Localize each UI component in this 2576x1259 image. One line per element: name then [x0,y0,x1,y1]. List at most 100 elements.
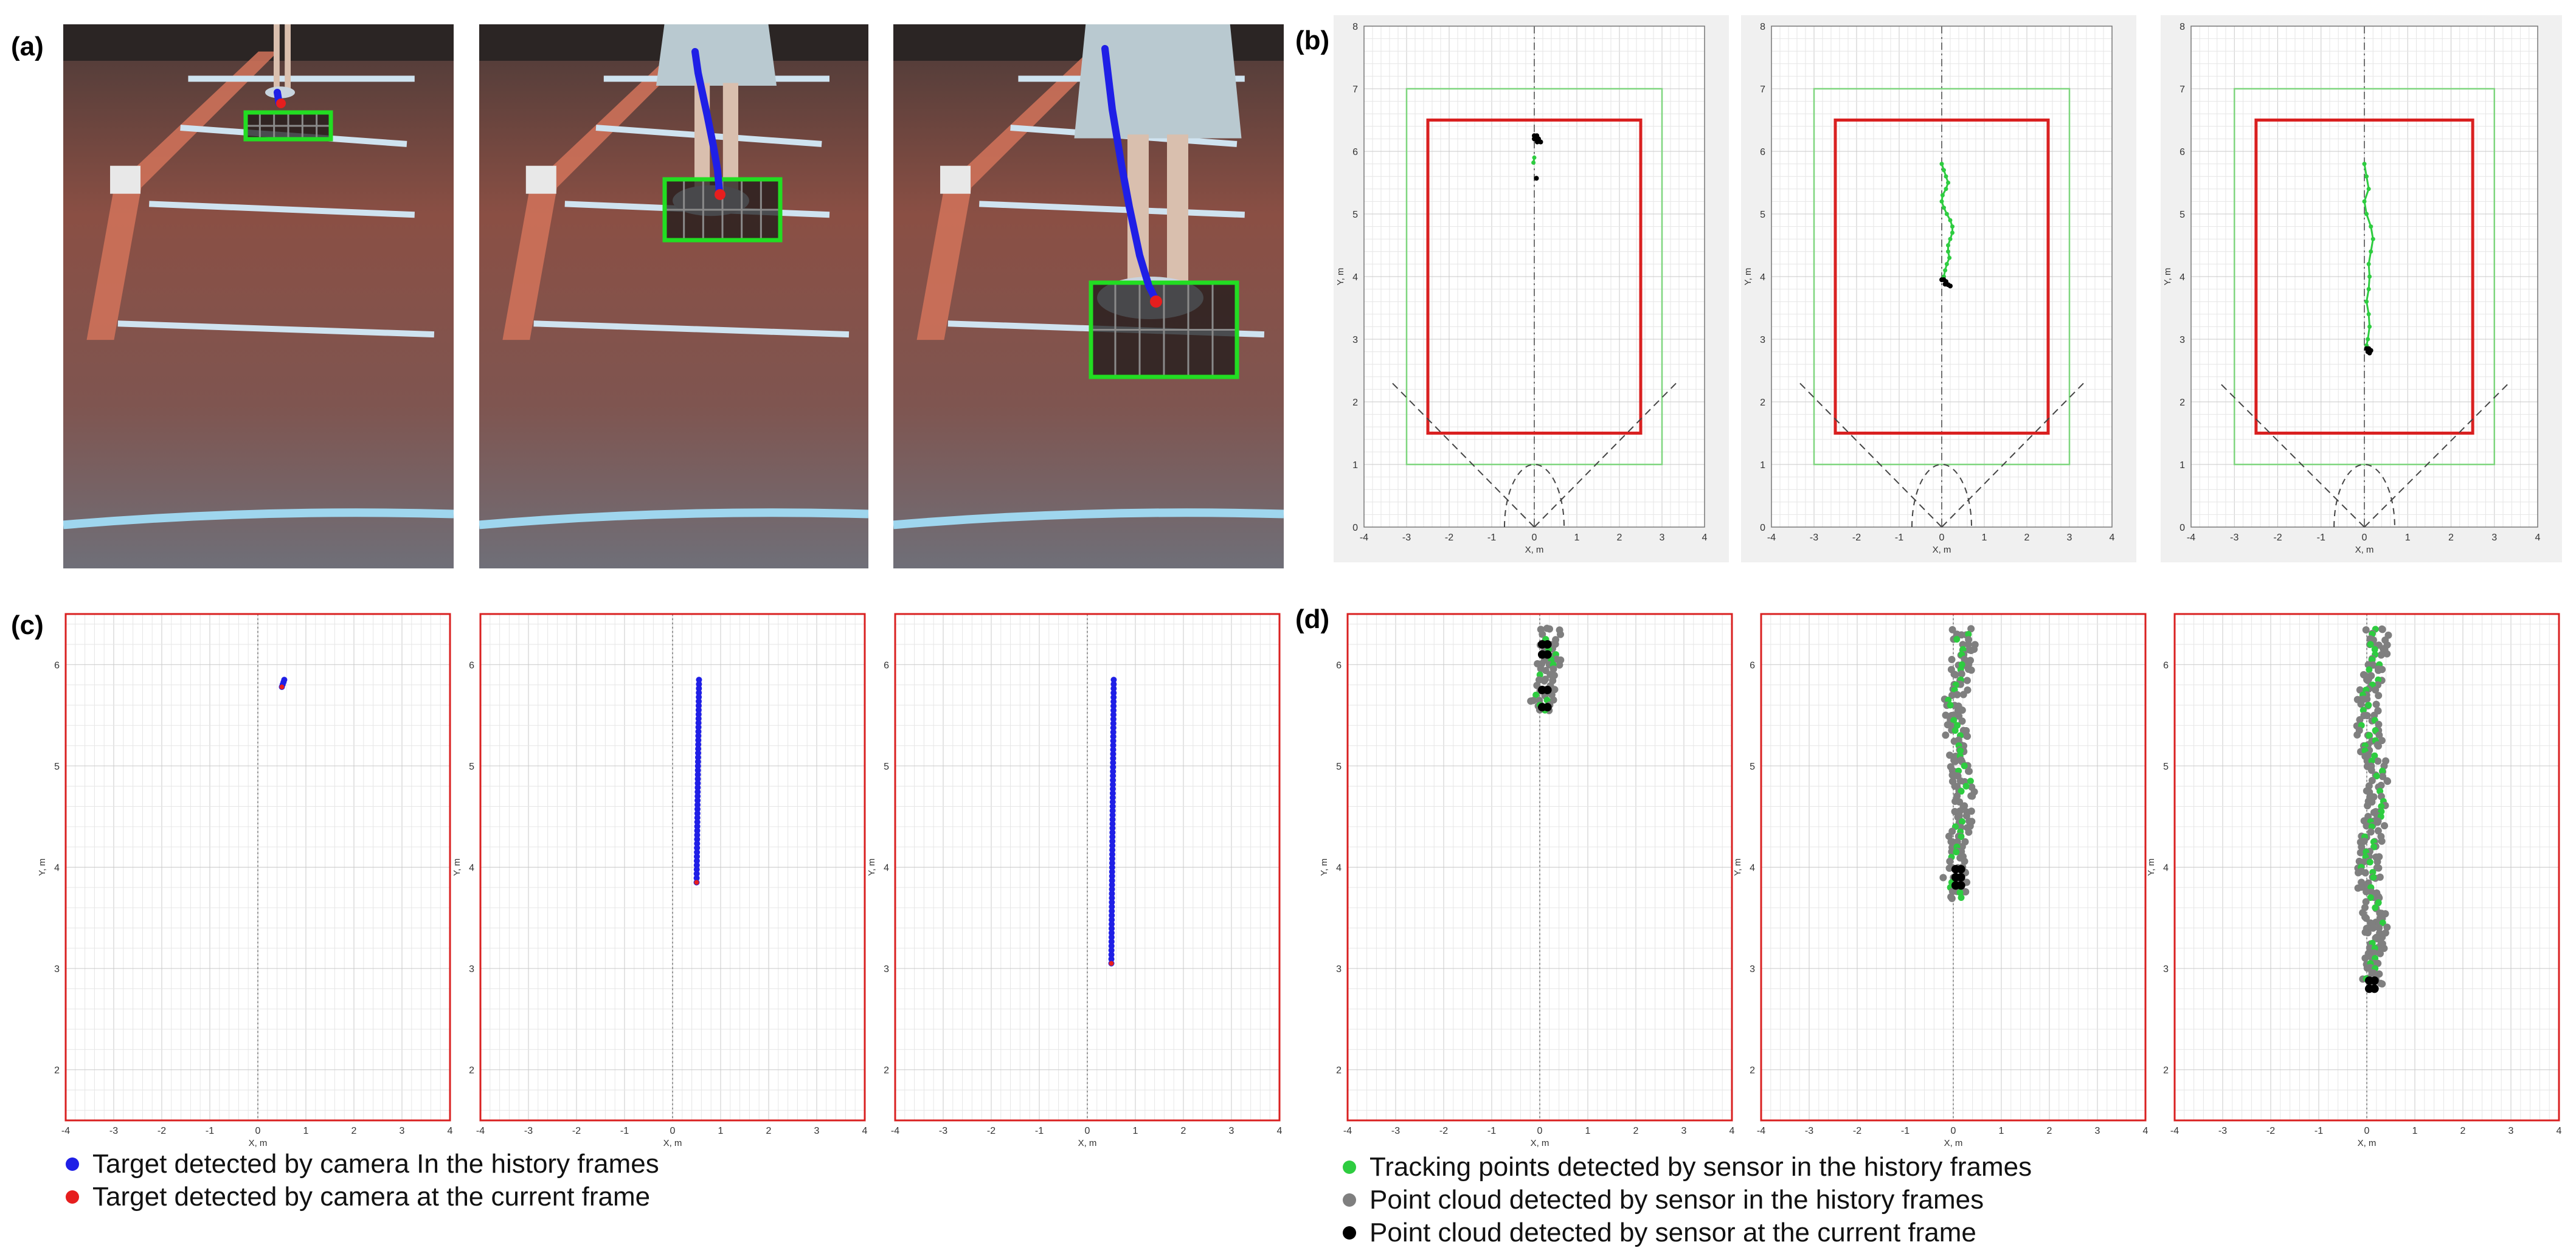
camera-frame-1 [63,24,454,568]
current-cloud-point [1956,873,1965,882]
y-tick-label: 6 [54,660,60,671]
y-axis-label: Y, m [1743,268,1753,286]
camera-history-point [694,801,701,808]
x-tick-label: -4 [2170,1126,2179,1136]
floor-line [117,320,435,338]
camera-history-point [1110,777,1117,784]
fov-line-right [1534,382,1677,528]
camera-history-point [695,720,702,726]
x-tick-label: 0 [670,1126,676,1136]
tracking-point [2366,666,2373,674]
x-tick-label: 0 [2362,533,2367,543]
x-tick-label: -3 [2230,533,2238,543]
camera-frame-2 [479,24,868,568]
camera-history-point [695,737,702,743]
camera-history-point [695,724,702,731]
camera-frame-3 [893,24,1284,568]
history-cloud-point [2373,818,2381,826]
floor-line [533,320,850,338]
y-tick-label: 6 [1760,147,1765,157]
x-tick-label: 0 [1085,1126,1090,1136]
history-cloud-point [2380,822,2388,830]
history-cloud-point [1948,691,1956,699]
tracking-point [2366,287,2371,292]
x-axis-label: X, m [1078,1138,1097,1148]
history-cloud-point [2357,700,2365,708]
fov-line-left [2219,382,2365,528]
camera-history-point [1109,855,1115,862]
x-tick-label: 2 [351,1126,357,1136]
camera-history-point [1109,843,1116,849]
tracking-point [1953,636,1961,643]
tracking-point [2372,727,2379,734]
y-tick-label: 5 [2180,210,2185,220]
camera-current-marker [715,189,725,200]
sensor-view-plot-3: -4 -3 -2 -1 0 1 2 3 4 0 1 2 3 4 5 6 7 8 X, m Y, m [2161,15,2562,562]
x-tick-label: 2 [2024,533,2030,543]
sensor-view-plot-2: -4 -3 -2 -1 0 1 2 3 4 0 1 2 3 4 5 6 7 8 X, m Y, m [1741,15,2136,562]
tracking-point [1958,894,1965,901]
history-cloud-point [2380,945,2388,953]
x-tick-label: -3 [109,1126,118,1136]
history-cloud-point [1942,731,1950,739]
y-tick-label: 0 [1352,523,1358,533]
history-cloud-point [1950,737,1958,745]
fov-line-right [2364,382,2510,528]
tracking-point [2362,162,2367,167]
camera-history-point [694,788,701,795]
tracking-point [2362,199,2367,204]
tracking-point [1946,249,1950,254]
camera-history-point [1110,677,1117,683]
camera-history-point [1108,938,1115,945]
camera-history-point [1110,703,1117,709]
history-cloud-point [2378,837,2386,845]
y-axis-label: Y, m [2146,858,2156,876]
camera-track-plot-1: -4 -3 -2 -1 0 1 2 3 4 2 3 4 5 6 X, m Y, m [37,613,453,1148]
floor-box [525,165,556,194]
history-cloud-point [1958,670,1965,678]
camera-history-point [1109,795,1116,801]
camera-history-point [1109,890,1115,897]
x-tick-label: 4 [862,1126,868,1136]
legend-camera: Target detected by camera In the history… [66,1148,659,1213]
camera-history-point [695,711,702,718]
y-tick-label: 5 [884,762,889,772]
legend-item-sensor-current-cloud: Point cloud detected by sensor at the cu… [1343,1216,2032,1249]
history-cloud-point [2368,969,2376,977]
history-cloud-point [2356,849,2364,857]
history-cloud-point [2368,777,2376,785]
history-cloud-point [1535,676,1543,684]
y-tick-label: 2 [469,1066,474,1076]
x-tick-label: -1 [206,1126,214,1136]
history-cloud-point [1965,828,1973,836]
x-tick-label: 1 [2405,533,2411,543]
x-tick-label: 4 [1277,1126,1283,1136]
tracking-point [2369,224,2373,229]
tracking-point [2370,874,2377,881]
x-axis-label: X, m [2355,545,2374,555]
camera-history-point [694,810,701,817]
camera-history-point [694,823,701,830]
x-tick-label: 1 [1982,533,1987,543]
camera-history-point [694,776,701,782]
y-tick-label: 0 [2180,523,2185,533]
detection-box [1089,280,1239,379]
y-tick-label: 2 [884,1066,889,1076]
camera-history-point [1109,917,1115,923]
history-cloud-point [2362,898,2370,906]
camera-history-point [694,853,701,860]
camera-history-point [694,767,701,774]
camera-history-point [694,836,701,843]
tracking-point [2379,767,2386,774]
coat [1074,24,1242,139]
tracking-point [1942,168,1946,173]
fov-line-right [1941,382,2085,528]
legend-label-camera-current: Target detected by camera at the current… [92,1182,651,1212]
history-cloud-point [1961,655,1968,663]
tracking-point [2366,858,2373,866]
tracking-point [1946,243,1950,247]
camera-history-point [694,849,701,855]
tracking-point [1942,205,1946,210]
camera-history-point [695,750,702,756]
x-tick-label: 2 [2448,533,2454,543]
